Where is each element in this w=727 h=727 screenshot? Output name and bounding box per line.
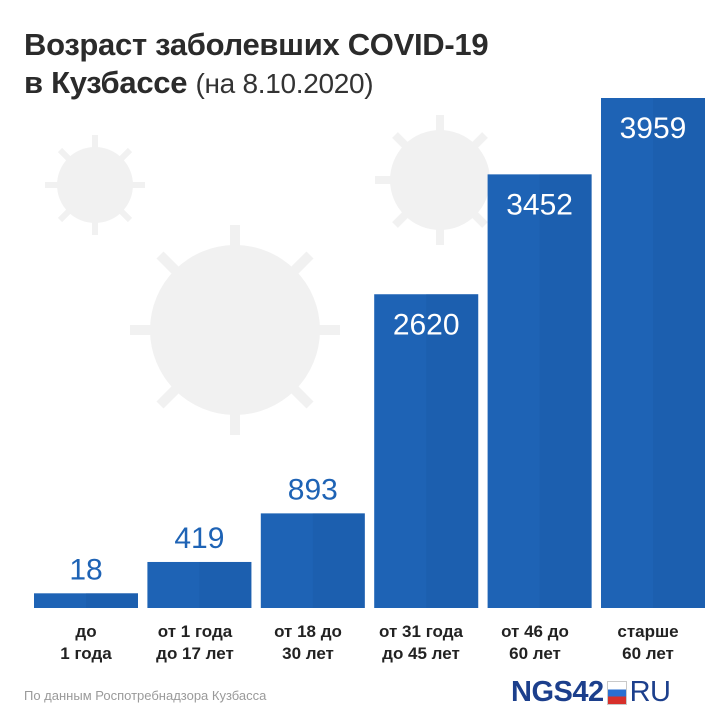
- flag-icon: [606, 680, 627, 705]
- value-label-5: 3959: [620, 112, 687, 145]
- bar-2: [260, 513, 365, 608]
- value-label-3: 2620: [393, 308, 460, 341]
- bar-shade-4: [539, 174, 592, 609]
- ngs42-logo[interactable]: NGS42 RU: [511, 676, 671, 709]
- category-label-3: от 31 года до 45 лет: [379, 622, 463, 663]
- chart-title: Возраст заболевших COVID-19 в Кузбассе (…: [24, 26, 489, 103]
- bar-3: [374, 294, 479, 608]
- bar-1: [147, 561, 252, 608]
- category-label-0: до 1 года: [60, 622, 112, 663]
- virus-icon: [375, 115, 505, 245]
- title-date: (на 8.10.2020): [195, 68, 374, 99]
- title-line2: в Кузбассе: [24, 65, 188, 100]
- value-label-4: 3452: [506, 188, 573, 221]
- title-line1: Возраст заболевших COVID-19: [24, 27, 489, 62]
- source-note: По данным Роспотребнадзора Кузбасса: [24, 688, 267, 703]
- bar-shade-5: [653, 98, 705, 608]
- value-label-2: 893: [288, 473, 338, 506]
- category-label-2: от 18 до 30 лет: [274, 622, 342, 663]
- virus-icon: [45, 135, 145, 235]
- bar-shade-1: [199, 561, 252, 608]
- category-label-5: старше 60 лет: [617, 622, 679, 663]
- category-label-1: от 1 года до 17 лет: [156, 622, 234, 663]
- virus-icon: [130, 225, 340, 435]
- bar-4: [487, 174, 592, 609]
- bar-0: [34, 593, 138, 608]
- category-label-4: от 46 до 60 лет: [501, 622, 569, 663]
- logo-brand: NGS42: [511, 676, 604, 708]
- bar-shade-0: [86, 593, 138, 608]
- value-label-1: 419: [174, 522, 224, 555]
- bar-shade-2: [312, 513, 365, 608]
- value-label-0: 18: [69, 553, 102, 586]
- logo-suffix: RU: [629, 676, 671, 708]
- bar-5: [601, 98, 705, 608]
- bar-shade-3: [426, 294, 479, 608]
